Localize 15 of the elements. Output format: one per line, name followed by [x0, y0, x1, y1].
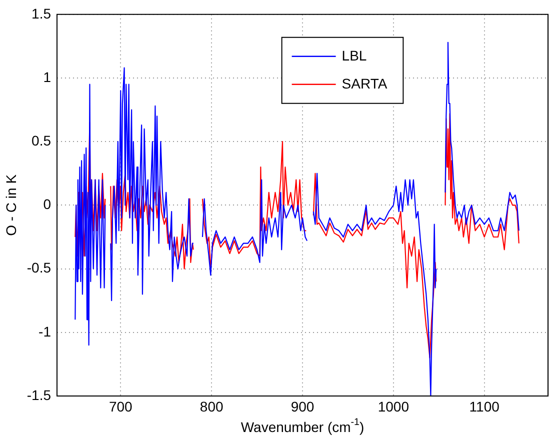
y-tick-label: -1: [38, 323, 52, 340]
x-tick-label: 800: [200, 398, 224, 414]
x-tick-label: 1100: [469, 398, 500, 414]
y-tick-label: -1.5: [26, 386, 52, 403]
y-tick-label: 0.5: [32, 132, 52, 148]
y-axis-title: O - C in K: [2, 174, 19, 236]
y-tick-label: -0.5: [26, 260, 52, 276]
legend-label: SARTA: [342, 75, 388, 92]
x-tick-label: 900: [290, 398, 314, 414]
x-tick-label: 700: [108, 398, 133, 414]
y-tick-label: 1: [43, 68, 52, 85]
x-tick-label: 1000: [378, 398, 410, 414]
y-tick-label: 1.5: [32, 5, 52, 22]
legend-label: LBL: [342, 47, 367, 64]
y-tick-label: 0: [43, 196, 52, 212]
